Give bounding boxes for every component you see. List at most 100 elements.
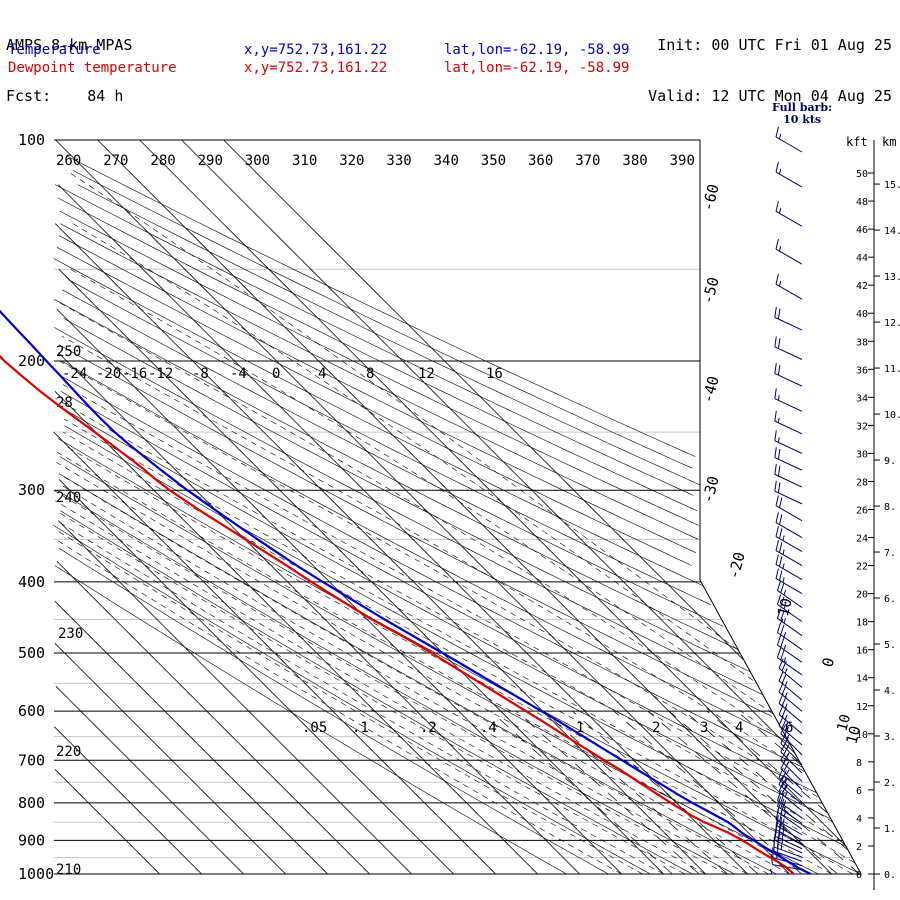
dry-adiabat-label-330: 330 (386, 153, 411, 169)
km-label-7: 7. (884, 548, 896, 559)
dry-adiabat-label-370: 370 (575, 153, 600, 169)
kft-label-14: 14 (856, 674, 868, 685)
dewpoint-profile (0, 354, 795, 875)
pressure-label-300: 300 (18, 481, 45, 499)
kft-label-50: 50 (856, 169, 868, 180)
kft-label-12: 12 (856, 702, 868, 713)
kft-label-4: 4 (856, 814, 862, 825)
kft-label-28: 28 (856, 477, 868, 488)
wind-barb (776, 594, 803, 623)
mixing-ratio-label-12: 12 (418, 366, 435, 382)
dry-adiabat-240 (56, 489, 735, 875)
dry-adiabat-label-280: 280 (150, 153, 175, 169)
dry-adiabat-250 (59, 473, 777, 875)
mixing-ratio-line (543, 710, 728, 875)
dry-adiabat-label-300: 300 (245, 153, 270, 169)
mixing-ratio-label-0: 0 (272, 366, 280, 382)
wind-barb (780, 734, 803, 766)
kft-label-10: 10 (856, 730, 868, 741)
mixing-ratio-line (572, 710, 759, 875)
mixing-ratio-line (706, 710, 828, 813)
valid-label: Valid: (648, 87, 703, 105)
wind-barb (775, 554, 803, 581)
pressure-label-400: 400 (18, 573, 45, 591)
wind-barb (778, 767, 803, 798)
model-header: AMPS 8-km MPAS Fcst: 84 h (6, 3, 132, 122)
pressure-label-500: 500 (18, 644, 45, 662)
mixing-ratio-label-p4: .4 (480, 720, 497, 736)
init-time-line: Init: 00 UTC Fri 01 Aug 25 (648, 37, 892, 54)
dry-adiabat-350 (63, 318, 751, 672)
mixing-ratio-label--24: -24 (62, 366, 87, 382)
moist-adiabat (60, 484, 748, 875)
wind-barb (775, 540, 803, 567)
dry-adiabat-330 (58, 344, 773, 717)
isotherm--40 (54, 223, 706, 875)
legend-temperature-name: Temperature (8, 42, 101, 58)
kft-label-32: 32 (856, 421, 868, 432)
kft-label-30: 30 (856, 449, 868, 460)
moist-adiabat (55, 539, 622, 875)
mixing-ratio-label-16: 16 (486, 366, 503, 382)
dry-adiabat-370 (62, 289, 724, 627)
dry-adiabat-label-310: 310 (292, 153, 317, 169)
kft-label-42: 42 (856, 281, 868, 292)
mixing-ratio-label-p2: .2 (420, 720, 437, 736)
kft-label-24: 24 (856, 534, 868, 545)
isotherm-10 (181, 139, 796, 754)
forecast-label: Fcst: (6, 87, 52, 105)
dry-adiabat-300 (60, 391, 817, 793)
km-label-11: 11. (884, 364, 900, 375)
km-label-13: 13. (884, 272, 900, 283)
mixing-ratio-label-4: 4 (735, 720, 743, 736)
km-label-9: 9. (884, 456, 896, 467)
mixing-ratio-label-10: 10 (834, 713, 854, 733)
dry-adiabat-410 (59, 235, 697, 553)
legend-temperature: Temperature x,y=752.73,161.22 lat,lon=-62.… (8, 42, 629, 59)
isotherm--70 (58, 352, 580, 875)
dry-adiabat-label-260: 260 (56, 153, 81, 169)
mixing-ratio-label--20: -20 (96, 366, 121, 382)
mixing-ratio-label-1: 1 (576, 720, 584, 736)
isotherm-label--30: -30 (698, 474, 722, 505)
moist-adiabat (56, 520, 664, 875)
isotherm-label-10: 10 (842, 724, 864, 746)
mixing-ratio-label-6: 6 (785, 720, 793, 736)
kft-label-0: 0 (856, 870, 862, 881)
wind-barb (773, 836, 803, 858)
dry-adiabat-label-340: 340 (434, 153, 459, 169)
init-label: Init: (657, 36, 703, 54)
isotherm-label--20: -20 (724, 550, 748, 581)
wind-barb (775, 495, 803, 522)
dry-adiabat-470 (72, 170, 693, 469)
moist-adiabat (53, 489, 727, 875)
forecast-hours: 84 h (87, 87, 124, 105)
wind-barb (774, 336, 803, 360)
wind-barb (774, 463, 803, 488)
wind-barb (776, 608, 803, 637)
wind-barb (774, 447, 803, 471)
isotherm--30 (57, 184, 748, 875)
isotherm--130 (54, 600, 328, 875)
wind-barb (774, 363, 803, 387)
km-label-12: 12. (884, 318, 900, 329)
dry-adiabat-320 (61, 360, 788, 742)
isotherm--170 (54, 769, 160, 875)
km-label-6: 6. (884, 594, 896, 605)
isotherm-label--60: -60 (698, 182, 722, 213)
km-label-8: 8. (884, 502, 896, 513)
moist-adiabat-label-220: 220 (56, 744, 81, 760)
dry-adiabat-260 (59, 456, 819, 875)
dry-adiabat-label-270: 270 (103, 153, 128, 169)
mixing-ratio-label-3: 3 (700, 720, 708, 736)
isotherm-label-0: 0 (818, 656, 838, 669)
moist-adiabat (56, 510, 685, 875)
init-time: 00 UTC Fri 01 Aug 25 (711, 36, 892, 54)
mixing-ratio-line (668, 710, 861, 875)
wind-barb (774, 480, 803, 505)
wind-barb (774, 430, 803, 454)
moist-adiabat (61, 335, 805, 772)
mixing-ratio-line (684, 710, 850, 852)
moist-adiabat (59, 360, 818, 798)
